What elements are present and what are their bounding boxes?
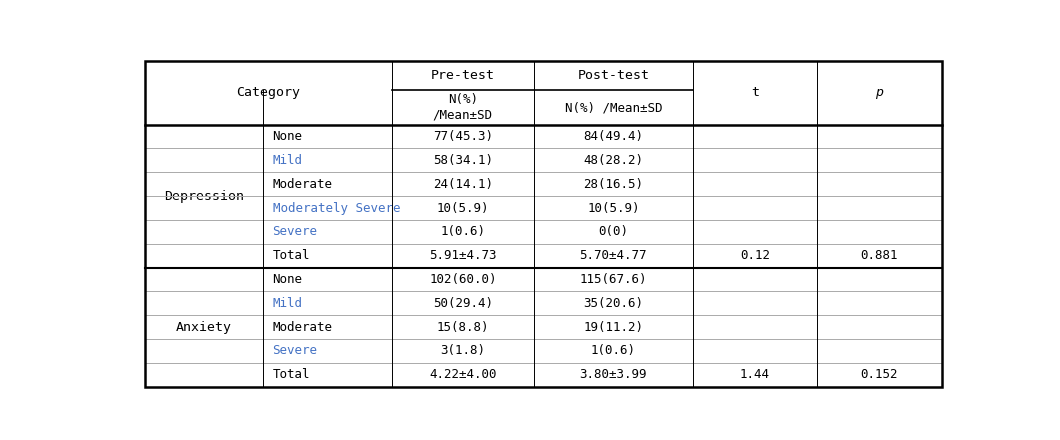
Text: 1.44: 1.44 [740,368,770,381]
Text: Post-test: Post-test [578,70,650,82]
Text: Category: Category [236,87,300,99]
Text: 15(8.8): 15(8.8) [437,320,489,334]
Text: Total: Total [272,249,311,262]
Text: 77(45.3): 77(45.3) [432,130,493,143]
Text: 50(29.4): 50(29.4) [432,297,493,310]
Text: Mild: Mild [272,297,302,310]
Text: Severe: Severe [272,225,318,238]
Text: Moderate: Moderate [272,320,333,334]
Text: Anxiety: Anxiety [176,320,232,334]
Text: Severe: Severe [272,345,318,357]
Text: 84(49.4): 84(49.4) [583,130,643,143]
Text: N(%) /Mean±SD: N(%) /Mean±SD [565,101,662,114]
Text: 0.152: 0.152 [861,368,898,381]
Text: p: p [876,87,883,99]
Text: 10(5.9): 10(5.9) [437,202,489,215]
Text: 115(67.6): 115(67.6) [580,273,647,286]
Text: 3.80±3.99: 3.80±3.99 [580,368,647,381]
Text: None: None [272,273,302,286]
Text: 1(0.6): 1(0.6) [590,345,636,357]
Text: 24(14.1): 24(14.1) [432,178,493,191]
Text: 5.70±4.77: 5.70±4.77 [580,249,647,262]
Text: t: t [750,87,759,99]
Text: Mild: Mild [272,154,302,167]
Text: Depression: Depression [164,190,244,202]
Text: 0(0): 0(0) [599,225,629,238]
Text: Moderate: Moderate [272,178,333,191]
Text: 19(11.2): 19(11.2) [583,320,643,334]
Text: 48(28.2): 48(28.2) [583,154,643,167]
Text: 0.881: 0.881 [861,249,898,262]
Text: N(%)
/Mean±SD: N(%) /Mean±SD [432,93,493,122]
Text: Total: Total [272,368,311,381]
Text: 102(60.0): 102(60.0) [429,273,496,286]
Text: 35(20.6): 35(20.6) [583,297,643,310]
Text: 3(1.8): 3(1.8) [440,345,485,357]
Text: None: None [272,130,302,143]
Text: 4.22±4.00: 4.22±4.00 [429,368,496,381]
Text: 58(34.1): 58(34.1) [432,154,493,167]
Text: 5.91±4.73: 5.91±4.73 [429,249,496,262]
Text: 0.12: 0.12 [740,249,770,262]
Text: 28(16.5): 28(16.5) [583,178,643,191]
Text: 1(0.6): 1(0.6) [440,225,485,238]
Text: Pre-test: Pre-test [430,70,495,82]
Text: 10(5.9): 10(5.9) [587,202,639,215]
Text: Moderately Severe: Moderately Severe [272,202,400,215]
